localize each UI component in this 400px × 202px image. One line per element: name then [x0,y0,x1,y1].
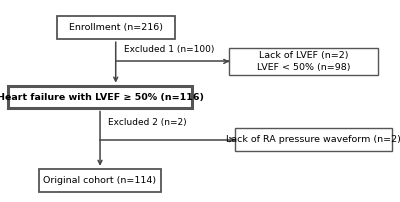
Text: Lack of RA pressure waveform (n=2): Lack of RA pressure waveform (n=2) [226,135,400,144]
Text: Enrollment (n=216): Enrollment (n=216) [69,23,163,32]
FancyBboxPatch shape [39,169,161,191]
Text: Excluded 1 (n=100): Excluded 1 (n=100) [124,45,214,54]
FancyBboxPatch shape [230,48,378,75]
Text: Heart failure with LVEF ≥ 50% (n=116): Heart failure with LVEF ≥ 50% (n=116) [0,93,204,102]
FancyBboxPatch shape [235,128,392,151]
FancyBboxPatch shape [8,86,192,108]
FancyBboxPatch shape [57,16,174,39]
Text: Lack of LVEF (n=2)
LVEF < 50% (n=98): Lack of LVEF (n=2) LVEF < 50% (n=98) [257,51,351,72]
Text: Excluded 2 (n=2): Excluded 2 (n=2) [108,118,186,127]
Text: Original cohort (n=114): Original cohort (n=114) [44,176,157,185]
